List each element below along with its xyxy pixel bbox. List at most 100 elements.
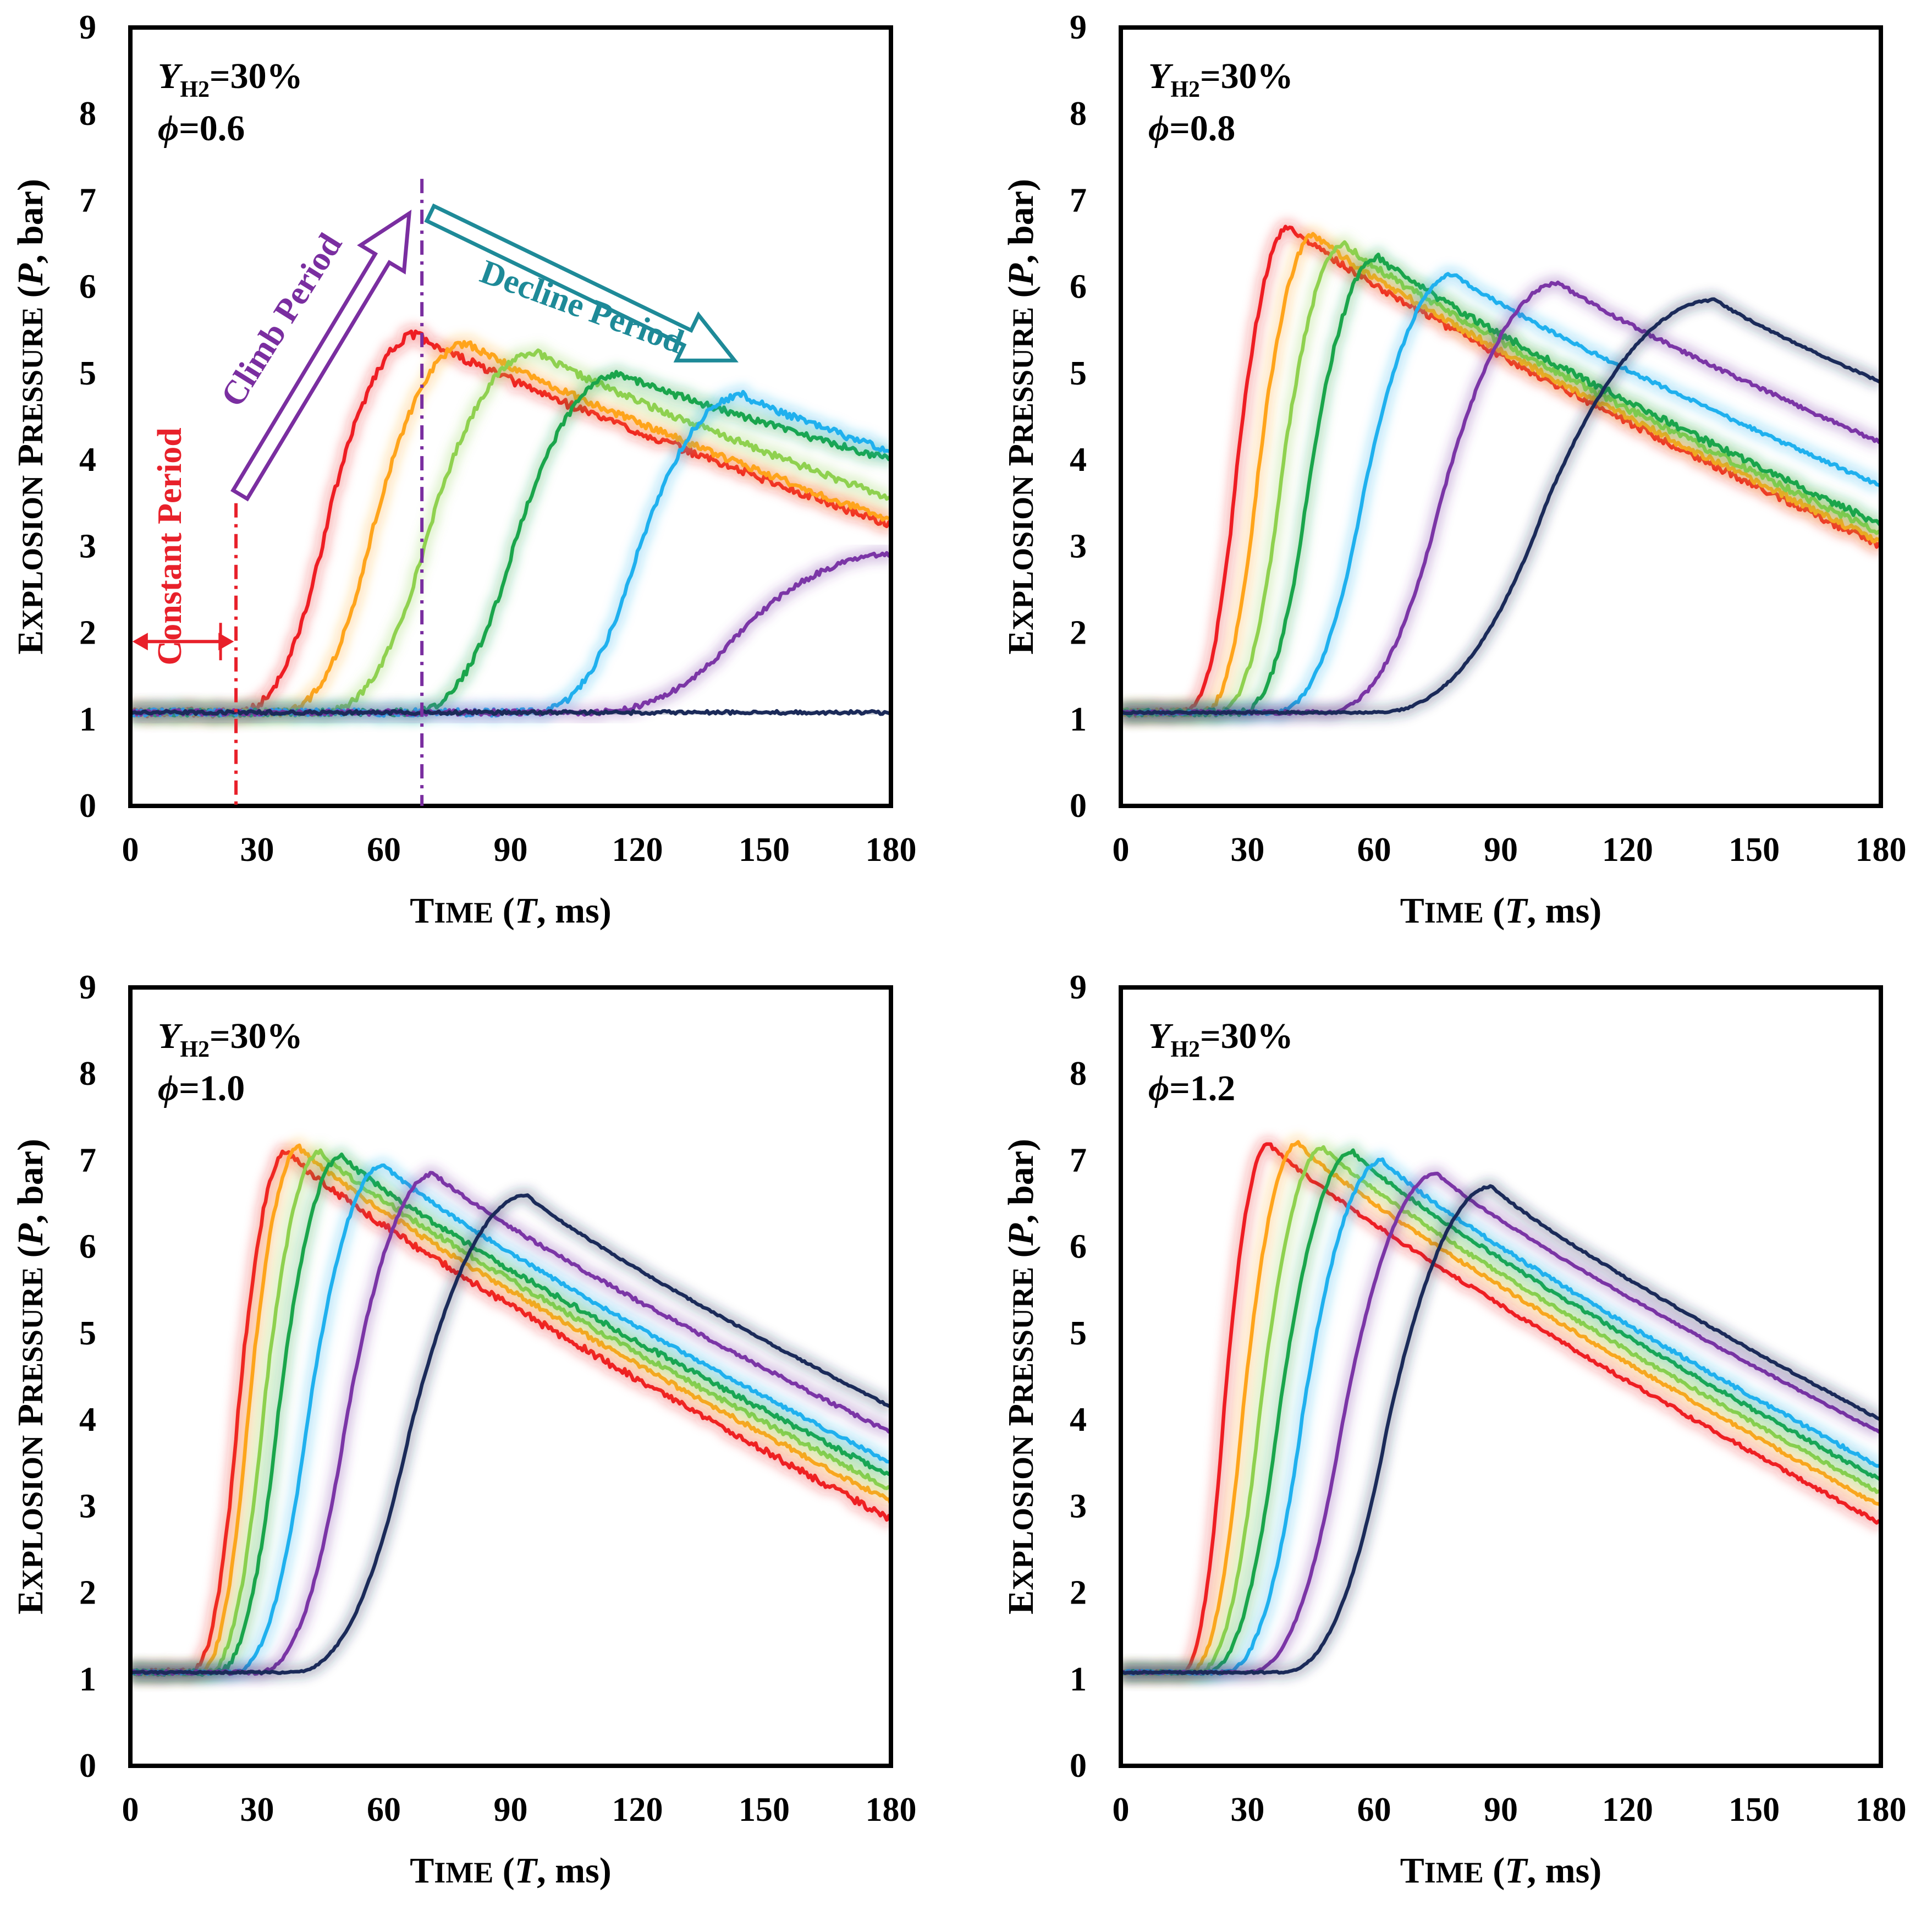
y-tick-label: 1 xyxy=(1070,701,1087,738)
series-line-s4 xyxy=(1121,1148,1881,1676)
x-tick-label: 90 xyxy=(1484,1791,1518,1829)
x-tick-label: 150 xyxy=(1729,1791,1780,1829)
x-axis-label: TIME (T, ms) xyxy=(410,891,612,931)
x-tick-label: 120 xyxy=(1602,831,1653,869)
y-tick-label: 0 xyxy=(1070,787,1087,825)
h2-fraction-label: YH2=30% xyxy=(158,56,303,102)
x-tick-label: 180 xyxy=(1856,831,1907,869)
y-tick-label: 9 xyxy=(1070,969,1087,1006)
y-tick-label: 0 xyxy=(1070,1747,1087,1785)
series-line-s1 xyxy=(1121,1142,1881,1676)
series-line-s7 xyxy=(130,709,891,716)
x-tick-label: 60 xyxy=(367,1791,401,1829)
y-tick-label: 8 xyxy=(1070,95,1087,133)
y-tick-label: 3 xyxy=(1070,1487,1087,1525)
y-tick-label: 6 xyxy=(79,1228,96,1266)
x-tick-label: 150 xyxy=(739,831,790,869)
climb-arrow xyxy=(230,210,412,502)
y-tick-label: 7 xyxy=(79,182,96,219)
x-tick-label: 30 xyxy=(240,831,274,869)
x-tick-label: 90 xyxy=(494,831,528,869)
equivalence-ratio-label: ϕ=1.0 xyxy=(158,1068,245,1108)
decline-arrow xyxy=(424,203,739,363)
series-line-s3 xyxy=(130,1148,891,1677)
x-tick-label: 60 xyxy=(1357,831,1391,869)
x-tick-label: 120 xyxy=(1602,1791,1653,1829)
constant-period-label: Constant Period xyxy=(151,427,189,665)
equivalence-ratio-label: ϕ=0.8 xyxy=(1148,108,1235,149)
y-axis-label: EXPLOSION PRESSURE (P, bar) xyxy=(10,1139,51,1615)
y-tick-label: 8 xyxy=(79,95,96,133)
x-tick-label: 30 xyxy=(1230,1791,1264,1829)
y-tick-label: 9 xyxy=(79,9,96,46)
decline-period-label: Decline Period xyxy=(476,253,689,361)
y-tick-label: 2 xyxy=(79,1574,96,1612)
x-tick-label: 30 xyxy=(240,1791,274,1829)
x-tick-label: 90 xyxy=(1484,831,1518,869)
span-arrowhead-right xyxy=(218,633,234,651)
y-tick-label: 5 xyxy=(1070,1315,1087,1352)
plot-frame xyxy=(128,985,893,1768)
y-tick-label: 6 xyxy=(1070,268,1087,306)
series-line-s5 xyxy=(1121,1157,1881,1676)
y-tick-label: 9 xyxy=(1070,9,1087,46)
x-tick-label: 120 xyxy=(612,1791,663,1829)
y-tick-label: 1 xyxy=(79,1661,96,1698)
y-tick-label: 2 xyxy=(1070,1574,1087,1612)
y-tick-label: 3 xyxy=(79,1487,96,1525)
h2-fraction-label: YH2=30% xyxy=(1148,56,1293,102)
y-tick-label: 2 xyxy=(79,614,96,652)
y-tick-label: 1 xyxy=(1070,1661,1087,1698)
y-tick-label: 4 xyxy=(79,441,96,479)
x-tick-label: 150 xyxy=(739,1791,790,1829)
plot-area xyxy=(130,1138,891,1683)
x-axis-label: TIME (T, ms) xyxy=(410,1851,612,1891)
equivalence-ratio-label: ϕ=0.6 xyxy=(158,108,245,149)
y-tick-label: 8 xyxy=(79,1055,96,1092)
x-tick-label: 150 xyxy=(1729,831,1780,869)
x-axis-label: TIME (T, ms) xyxy=(1400,1851,1602,1891)
x-tick-label: 180 xyxy=(866,831,917,869)
y-tick-label: 0 xyxy=(79,787,96,825)
y-tick-label: 7 xyxy=(79,1141,96,1179)
series-line-s2 xyxy=(1121,1140,1881,1676)
x-tick-label: 0 xyxy=(1113,1791,1130,1829)
plot-frame xyxy=(1119,985,1883,1768)
y-tick-label: 6 xyxy=(1070,1228,1087,1266)
y-tick-label: 4 xyxy=(79,1401,96,1439)
y-tick-label: 7 xyxy=(1070,182,1087,219)
x-tick-label: 180 xyxy=(1856,1791,1907,1829)
x-tick-label: 0 xyxy=(1113,831,1130,869)
y-tick-label: 4 xyxy=(1070,1401,1087,1439)
y-tick-label: 9 xyxy=(79,969,96,1006)
span-arrowhead-left xyxy=(132,633,148,651)
x-tick-label: 120 xyxy=(612,831,663,869)
h2-fraction-label: YH2=30% xyxy=(158,1016,303,1062)
x-tick-label: 90 xyxy=(494,1791,528,1829)
y-axis-label: EXPLOSION PRESSURE (P, bar) xyxy=(10,179,51,655)
x-tick-label: 60 xyxy=(1357,1791,1391,1829)
series-line-s5 xyxy=(130,1163,891,1676)
series-line-s7 xyxy=(1121,297,1881,716)
y-tick-label: 3 xyxy=(1070,528,1087,565)
climb-period-label: Climb Period xyxy=(214,227,350,413)
x-axis-label: TIME (T, ms) xyxy=(1400,891,1602,931)
equivalence-ratio-label: ϕ=1.2 xyxy=(1148,1068,1235,1108)
y-tick-label: 7 xyxy=(1070,1141,1087,1179)
y-tick-label: 1 xyxy=(79,701,96,738)
y-axis-label: EXPLOSION PRESSURE (P, bar) xyxy=(1001,1139,1041,1615)
y-tick-label: 0 xyxy=(79,1747,96,1785)
plot-frame xyxy=(128,25,893,808)
y-axis-label: EXPLOSION PRESSURE (P, bar) xyxy=(1001,179,1041,655)
y-tick-label: 2 xyxy=(1070,614,1087,652)
y-tick-label: 5 xyxy=(79,355,96,392)
plot-area xyxy=(130,324,891,724)
y-tick-label: 3 xyxy=(79,528,96,565)
x-tick-label: 0 xyxy=(122,831,139,869)
x-tick-label: 60 xyxy=(367,831,401,869)
